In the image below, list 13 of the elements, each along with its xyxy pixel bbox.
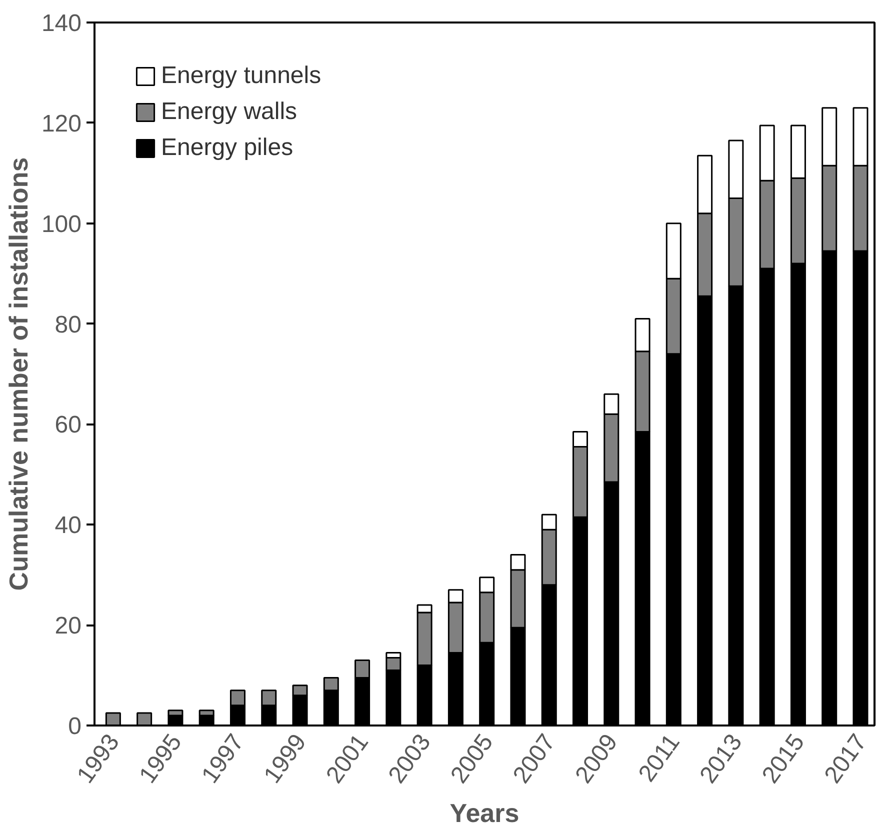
y-tick-label: 100 bbox=[41, 210, 82, 238]
y-tick-label: 80 bbox=[54, 311, 82, 338]
y-tick-label: 140 bbox=[41, 10, 82, 37]
y-axis-title: Cumulative number of installations bbox=[3, 157, 34, 591]
y-tick-label: 40 bbox=[54, 512, 82, 540]
x-axis-title: Years bbox=[450, 798, 520, 828]
legend-label: Energy tunnels bbox=[161, 62, 322, 90]
y-tick-label: 120 bbox=[41, 110, 82, 138]
legend-label: Energy walls bbox=[161, 98, 298, 126]
y-tick-label: 60 bbox=[54, 412, 82, 439]
y-tick-label: 20 bbox=[54, 612, 82, 640]
legend-label: Energy piles bbox=[161, 134, 294, 162]
y-tick-label: 0 bbox=[68, 713, 82, 740]
